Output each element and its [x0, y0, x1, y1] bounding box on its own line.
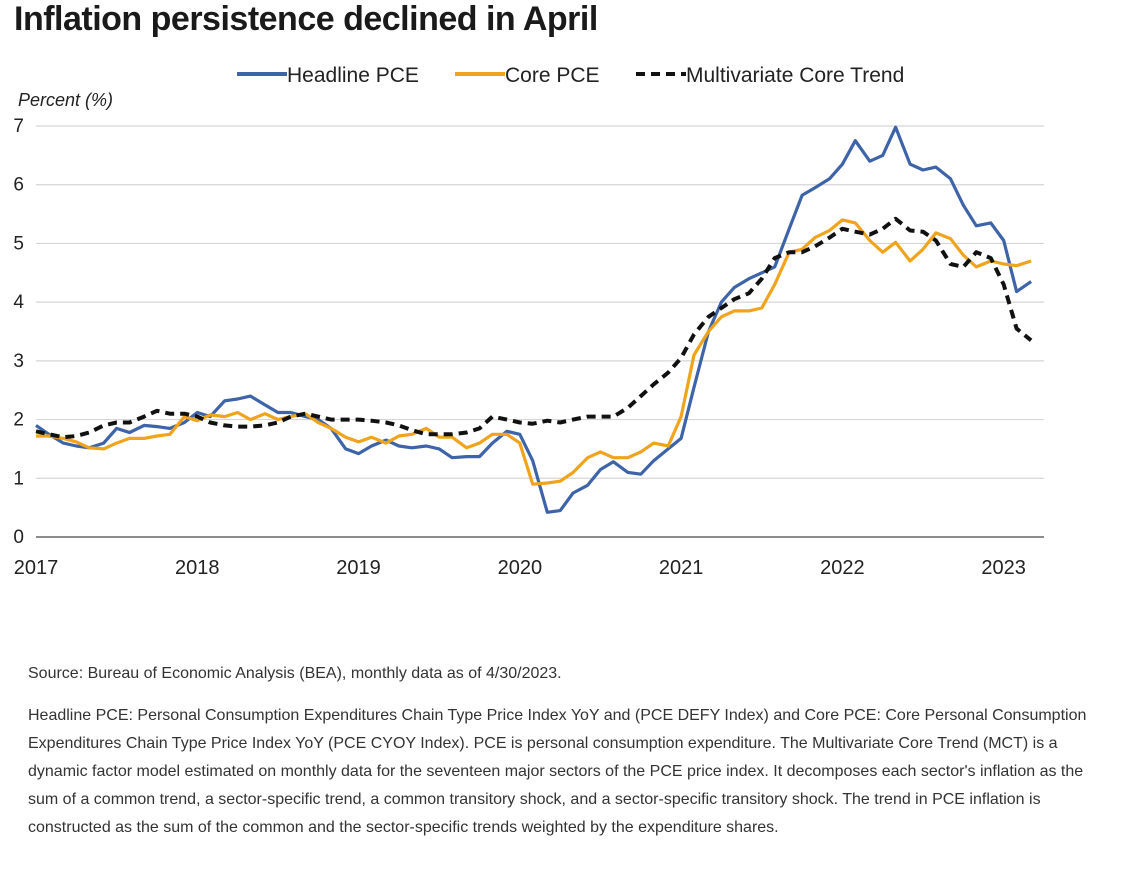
y-tick-label: 7	[13, 116, 24, 137]
x-tick-label: 2022	[820, 557, 865, 579]
x-tick-label: 2020	[498, 557, 543, 579]
x-tick-label: 2021	[659, 557, 704, 579]
series-line-core-pce	[36, 218, 1032, 486]
legend-label: Multivariate Core Trend	[686, 64, 904, 87]
y-tick-label: 6	[13, 175, 24, 196]
y-tick-label: 4	[13, 292, 24, 313]
x-tick-label: 2019	[336, 557, 381, 579]
x-tick-label: 2018	[175, 557, 220, 579]
series-line-multivariate-core-trend	[35, 216, 1033, 440]
source-note: Source: Bureau of Economic Analysis (BEA…	[28, 665, 562, 682]
x-tick-label: 2023	[981, 557, 1026, 579]
y-tick-label: 0	[13, 527, 24, 548]
y-tick-label: 5	[13, 233, 24, 254]
x-tick-label: 2017	[14, 557, 59, 579]
y-tick-label: 1	[13, 468, 24, 489]
y-tick-label: 2	[13, 410, 24, 431]
notes-section: Source: Bureau of Economic Analysis (BEA…	[28, 660, 1108, 856]
y-tick-label: 3	[13, 351, 24, 372]
inflation-line-chart: 0 1 2 3 4 5 6 7 2017 2018 2019 2020 2021 2022 2023 Perc…	[13, 64, 1044, 579]
series-line-headline-pce	[35, 125, 1033, 514]
legend-label: Core PCE	[505, 64, 600, 87]
legend-label: Headline PCE	[287, 64, 419, 87]
definition-note: Headline PCE: Personal Consumption Expen…	[28, 707, 1087, 836]
chart-title: Inflation persistence declined in April	[14, 0, 598, 38]
y-axis-title: Percent (%)	[18, 90, 113, 110]
